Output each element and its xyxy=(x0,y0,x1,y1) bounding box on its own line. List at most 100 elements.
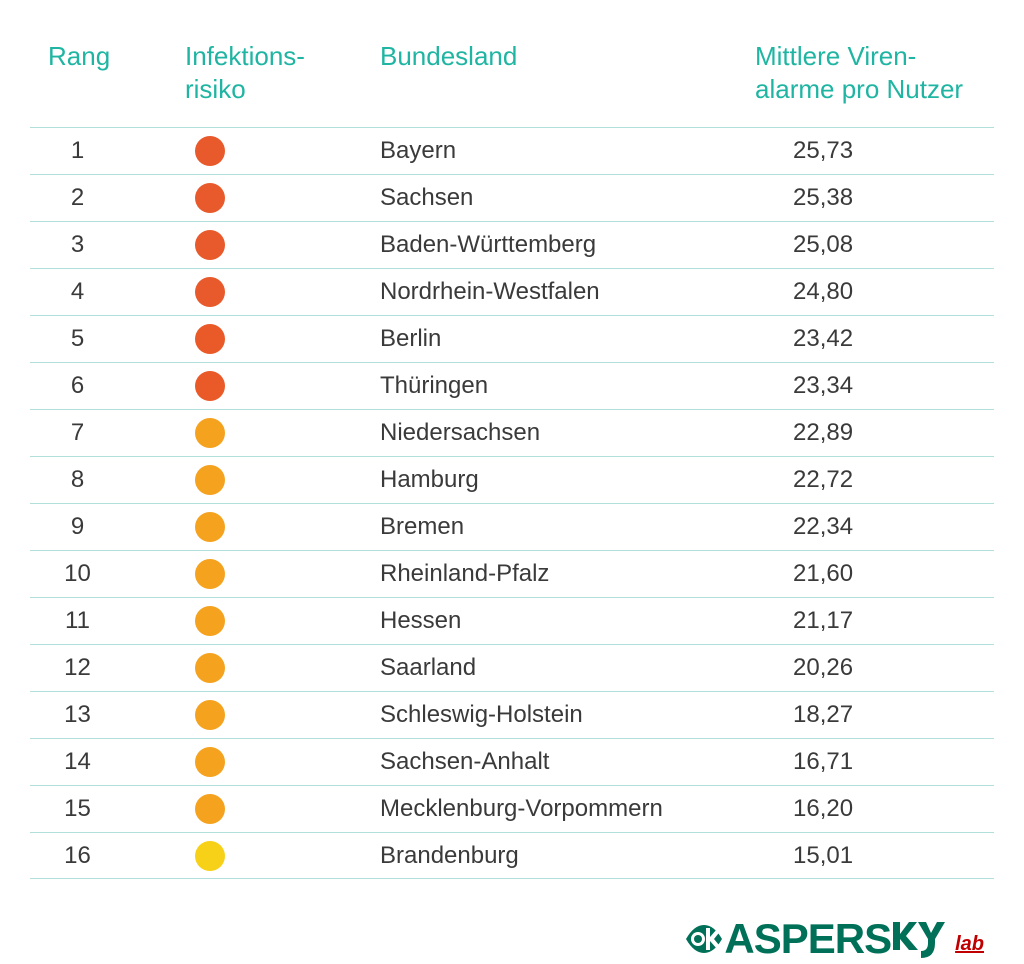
table-header-row: Rang Infektions- risiko Bundesland Mittl… xyxy=(30,40,994,127)
cell-rang: 15 xyxy=(30,795,185,823)
cell-land: Hamburg xyxy=(380,466,755,494)
cell-val: 22,72 xyxy=(755,466,994,494)
cell-risk xyxy=(185,794,380,824)
cell-val: 22,89 xyxy=(755,419,994,447)
logo-main-text: ASPERS xyxy=(724,915,891,963)
cell-val: 18,27 xyxy=(755,701,994,729)
risk-dot-icon xyxy=(195,606,225,636)
risk-dot-icon xyxy=(195,277,225,307)
cell-val: 25,73 xyxy=(755,137,994,165)
header-risk: Infektions- risiko xyxy=(185,40,380,105)
risk-dot-icon xyxy=(195,559,225,589)
cell-risk xyxy=(185,841,380,871)
risk-dot-icon xyxy=(195,841,225,871)
cell-val: 16,71 xyxy=(755,748,994,776)
header-rang: Rang xyxy=(30,40,185,105)
cell-land: Berlin xyxy=(380,325,755,353)
table-row: 16 Brandenburg15,01 xyxy=(30,832,994,879)
cell-risk xyxy=(185,559,380,589)
logo-text: ASPERS xyxy=(684,915,949,963)
risk-dot-icon xyxy=(195,371,225,401)
risk-dot-icon xyxy=(195,747,225,777)
cell-land: Bayern xyxy=(380,137,755,165)
kaspersky-logo: ASPERS lab xyxy=(684,915,984,963)
risk-dot-icon xyxy=(195,700,225,730)
risk-dot-icon xyxy=(195,136,225,166)
table-row: 6Thüringen23,34 xyxy=(30,362,994,409)
cell-rang: 3 xyxy=(30,231,185,259)
risk-table: Rang Infektions- risiko Bundesland Mittl… xyxy=(30,40,994,879)
table-row: 14 Sachsen-Anhalt16,71 xyxy=(30,738,994,785)
risk-dot-icon xyxy=(195,418,225,448)
cell-val: 24,80 xyxy=(755,278,994,306)
cell-risk xyxy=(185,606,380,636)
table-row: 5Berlin23,42 xyxy=(30,315,994,362)
cell-risk xyxy=(185,653,380,683)
cell-risk xyxy=(185,512,380,542)
cell-val: 25,38 xyxy=(755,184,994,212)
table-row: 15Mecklenburg-Vorpommern16,20 xyxy=(30,785,994,832)
table-row: 7Niedersachsen22,89 xyxy=(30,409,994,456)
cell-risk xyxy=(185,230,380,260)
risk-dot-icon xyxy=(195,794,225,824)
cell-val: 23,42 xyxy=(755,325,994,353)
risk-dot-icon xyxy=(195,183,225,213)
table-row: 9Bremen22,34 xyxy=(30,503,994,550)
cell-land: Sachsen-Anhalt xyxy=(380,748,755,776)
cell-risk xyxy=(185,136,380,166)
cell-rang: 12 xyxy=(30,654,185,682)
cell-val: 15,01 xyxy=(755,842,994,870)
cell-rang: 13 xyxy=(30,701,185,729)
cell-rang: 11 xyxy=(30,607,185,635)
risk-dot-icon xyxy=(195,230,225,260)
table-row: 10 Rheinland-Pfalz21,60 xyxy=(30,550,994,597)
cell-risk xyxy=(185,747,380,777)
cell-rang: 16 xyxy=(30,842,185,870)
risk-dot-icon xyxy=(195,465,225,495)
cell-val: 25,08 xyxy=(755,231,994,259)
cell-val: 20,26 xyxy=(755,654,994,682)
cell-rang: 2 xyxy=(30,184,185,212)
cell-risk xyxy=(185,418,380,448)
header-val-line1: Mittlere Viren- xyxy=(755,41,916,71)
cell-risk xyxy=(185,277,380,307)
cell-rang: 14 xyxy=(30,748,185,776)
cell-risk xyxy=(185,371,380,401)
table-row: 3Baden-Württemberg25,08 xyxy=(30,221,994,268)
header-val-line2: alarme pro Nutzer xyxy=(755,74,963,104)
cell-land: Brandenburg xyxy=(380,842,755,870)
cell-risk xyxy=(185,324,380,354)
cell-val: 21,17 xyxy=(755,607,994,635)
cell-land: Mecklenburg-Vorpommern xyxy=(380,795,755,823)
header-risk-line1: Infektions- xyxy=(185,41,305,71)
cell-land: Rheinland-Pfalz xyxy=(380,560,755,588)
cell-land: Schleswig-Holstein xyxy=(380,701,755,729)
table-row: 4 Nordrhein-Westfalen24,80 xyxy=(30,268,994,315)
table-row: 13 Schleswig-Holstein18,27 xyxy=(30,691,994,738)
cell-rang: 8 xyxy=(30,466,185,494)
cell-risk xyxy=(185,183,380,213)
table-row: 11 Hessen21,17 xyxy=(30,597,994,644)
cell-land: Nordrhein-Westfalen xyxy=(380,278,755,306)
cell-val: 21,60 xyxy=(755,560,994,588)
table-body: 1 Bayern25,73 2 Sachsen25,38 3Baden-Württemb… xyxy=(30,127,994,879)
cell-land: Sachsen xyxy=(380,184,755,212)
cell-rang: 9 xyxy=(30,513,185,541)
cell-rang: 4 xyxy=(30,278,185,306)
cell-land: Bremen xyxy=(380,513,755,541)
table-row: 1 Bayern25,73 xyxy=(30,127,994,174)
cell-rang: 1 xyxy=(30,137,185,165)
risk-dot-icon xyxy=(195,512,225,542)
cell-land: Saarland xyxy=(380,654,755,682)
cell-val: 23,34 xyxy=(755,372,994,400)
cell-rang: 6 xyxy=(30,372,185,400)
header-land: Bundesland xyxy=(380,40,755,105)
logo-wrap: ASPERS lab xyxy=(30,915,994,963)
table-row: 2 Sachsen25,38 xyxy=(30,174,994,221)
logo-eye-k-icon xyxy=(684,919,724,959)
header-risk-line2: risiko xyxy=(185,74,246,104)
cell-risk xyxy=(185,465,380,495)
cell-risk xyxy=(185,700,380,730)
cell-rang: 10 xyxy=(30,560,185,588)
cell-land: Hessen xyxy=(380,607,755,635)
